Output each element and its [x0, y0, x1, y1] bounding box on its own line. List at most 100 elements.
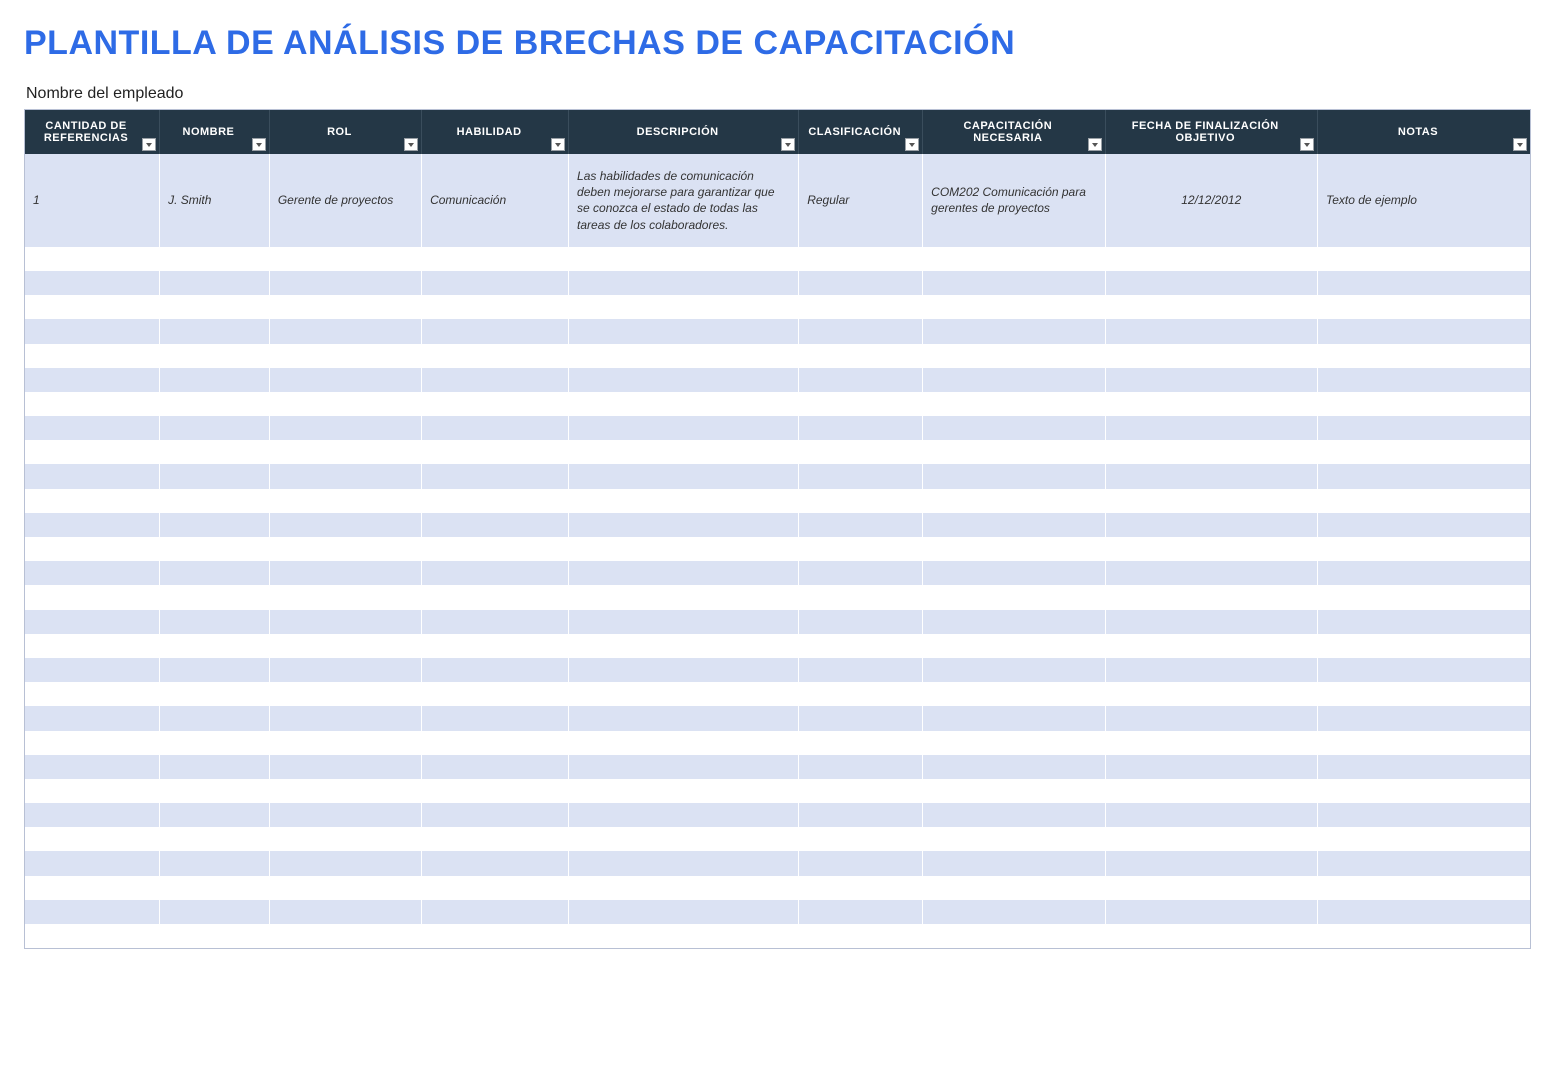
cell-empty[interactable] [923, 634, 1105, 658]
cell-empty[interactable] [25, 344, 160, 368]
cell-empty[interactable] [799, 731, 923, 755]
cell-empty[interactable] [160, 295, 270, 319]
cell-empty[interactable] [422, 585, 569, 609]
cell-empty[interactable] [569, 924, 799, 948]
cell-empty[interactable] [1317, 706, 1530, 730]
table-row-empty[interactable] [25, 900, 1530, 924]
cell-empty[interactable] [422, 344, 569, 368]
cell-empty[interactable] [25, 924, 160, 948]
table-row-empty[interactable] [25, 779, 1530, 803]
cell-empty[interactable] [569, 706, 799, 730]
cell-empty[interactable] [923, 440, 1105, 464]
header-desc[interactable]: DESCRIPCIÓN [569, 110, 799, 154]
filter-icon[interactable] [905, 138, 919, 151]
cell-empty[interactable] [1105, 247, 1317, 271]
cell-empty[interactable] [1317, 561, 1530, 585]
cell-empty[interactable] [269, 803, 421, 827]
cell-empty[interactable] [569, 295, 799, 319]
cell-empty[interactable] [1317, 900, 1530, 924]
table-row-empty[interactable] [25, 271, 1530, 295]
cell-ref[interactable]: 1 [25, 154, 160, 247]
cell-empty[interactable] [25, 803, 160, 827]
cell-empty[interactable] [799, 803, 923, 827]
cell-empty[interactable] [422, 803, 569, 827]
cell-empty[interactable] [25, 295, 160, 319]
cell-empty[interactable] [799, 489, 923, 513]
cell-empty[interactable] [799, 827, 923, 851]
cell-empty[interactable] [1317, 876, 1530, 900]
header-skill[interactable]: HABILIDAD [422, 110, 569, 154]
cell-empty[interactable] [160, 610, 270, 634]
cell-empty[interactable] [160, 392, 270, 416]
cell-empty[interactable] [923, 658, 1105, 682]
cell-empty[interactable] [269, 900, 421, 924]
cell-empty[interactable] [160, 900, 270, 924]
cell-empty[interactable] [923, 585, 1105, 609]
cell-empty[interactable] [25, 416, 160, 440]
cell-empty[interactable] [160, 851, 270, 875]
cell-empty[interactable] [923, 416, 1105, 440]
cell-empty[interactable] [269, 344, 421, 368]
cell-empty[interactable] [569, 319, 799, 343]
cell-empty[interactable] [25, 537, 160, 561]
cell-empty[interactable] [569, 779, 799, 803]
cell-empty[interactable] [1317, 344, 1530, 368]
cell-empty[interactable] [1317, 295, 1530, 319]
header-ref[interactable]: CANTIDAD DE REFERENCIAS [25, 110, 160, 154]
cell-empty[interactable] [160, 706, 270, 730]
cell-empty[interactable] [160, 368, 270, 392]
cell-empty[interactable] [799, 344, 923, 368]
cell-empty[interactable] [25, 658, 160, 682]
cell-empty[interactable] [1105, 416, 1317, 440]
table-row-empty[interactable] [25, 731, 1530, 755]
header-name[interactable]: NOMBRE [160, 110, 270, 154]
table-row-empty[interactable] [25, 585, 1530, 609]
table-row-empty[interactable] [25, 924, 1530, 948]
cell-empty[interactable] [422, 779, 569, 803]
table-row-empty[interactable] [25, 610, 1530, 634]
table-row-empty[interactable] [25, 392, 1530, 416]
cell-empty[interactable] [569, 827, 799, 851]
cell-empty[interactable] [269, 585, 421, 609]
cell-empty[interactable] [25, 610, 160, 634]
cell-empty[interactable] [1317, 924, 1530, 948]
cell-empty[interactable] [923, 537, 1105, 561]
cell-empty[interactable] [269, 658, 421, 682]
cell-empty[interactable] [1105, 319, 1317, 343]
cell-empty[interactable] [569, 489, 799, 513]
cell-empty[interactable] [422, 851, 569, 875]
cell-empty[interactable] [569, 271, 799, 295]
cell-empty[interactable] [1105, 344, 1317, 368]
cell-empty[interactable] [422, 319, 569, 343]
cell-empty[interactable] [160, 440, 270, 464]
cell-empty[interactable] [269, 827, 421, 851]
cell-empty[interactable] [923, 827, 1105, 851]
cell-empty[interactable] [269, 295, 421, 319]
cell-empty[interactable] [569, 513, 799, 537]
cell-empty[interactable] [160, 489, 270, 513]
table-row-empty[interactable] [25, 489, 1530, 513]
header-train[interactable]: CAPACITACIÓN NECESARIA [923, 110, 1105, 154]
cell-empty[interactable] [799, 924, 923, 948]
cell-empty[interactable] [25, 851, 160, 875]
cell-empty[interactable] [799, 416, 923, 440]
cell-empty[interactable] [422, 295, 569, 319]
cell-empty[interactable] [799, 900, 923, 924]
cell-empty[interactable] [269, 755, 421, 779]
cell-empty[interactable] [923, 392, 1105, 416]
cell-empty[interactable] [25, 706, 160, 730]
cell-empty[interactable] [25, 319, 160, 343]
cell-empty[interactable] [422, 924, 569, 948]
cell-empty[interactable] [25, 585, 160, 609]
cell-empty[interactable] [923, 876, 1105, 900]
cell-empty[interactable] [569, 634, 799, 658]
cell-empty[interactable] [799, 295, 923, 319]
cell-empty[interactable] [269, 416, 421, 440]
cell-empty[interactable] [799, 779, 923, 803]
cell-empty[interactable] [799, 319, 923, 343]
cell-empty[interactable] [269, 779, 421, 803]
cell-empty[interactable] [422, 755, 569, 779]
cell-empty[interactable] [25, 368, 160, 392]
cell-empty[interactable] [269, 731, 421, 755]
cell-empty[interactable] [1317, 440, 1530, 464]
